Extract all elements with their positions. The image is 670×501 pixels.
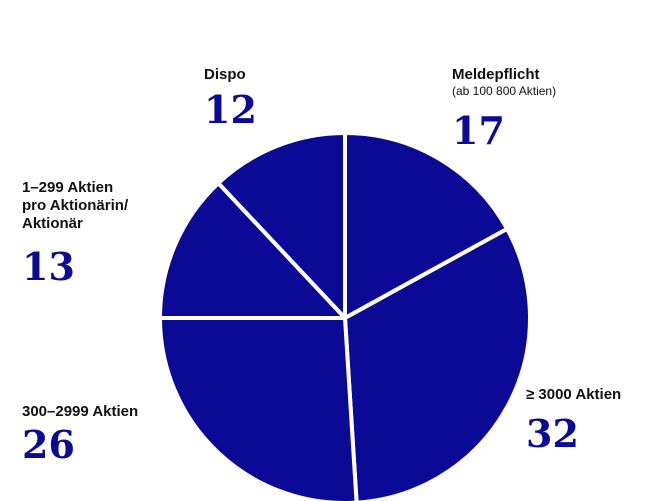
pie-slice-3: [158, 181, 347, 320]
pie-slice-4: [216, 131, 347, 320]
label-dispo: Dispo 12: [204, 66, 257, 130]
category-note: (ab 100 800 Aktien): [452, 84, 557, 98]
pie-slice-2: [158, 316, 359, 501]
value-label: 26: [22, 422, 75, 467]
value-label: 13: [22, 244, 75, 289]
category-label: 1–299 Aktien pro Aktionärin/ Aktionär: [22, 179, 129, 232]
label-3000: ≥ 3000 Aktien 32: [526, 386, 621, 454]
category-label: ≥ 3000 Aktien: [526, 386, 622, 403]
category-label: Meldepflicht: [452, 66, 540, 83]
pie-slice-0: [343, 131, 510, 320]
pie-slice-1: [343, 226, 532, 501]
category-label: 300–2999 Aktien: [22, 403, 139, 420]
label-meldepflicht: Meldepflicht (ab 100 800 Aktien) 17: [452, 66, 556, 151]
label-1-299: 1–299 Aktien pro Aktionärin/ Aktionär 13: [22, 179, 128, 287]
value-label: 12: [204, 87, 257, 132]
value-label: 32: [526, 411, 579, 456]
category-label: Dispo: [204, 66, 246, 83]
label-300-2999: 300–2999 Aktien 26: [22, 403, 138, 465]
value-label: 17: [452, 108, 505, 153]
